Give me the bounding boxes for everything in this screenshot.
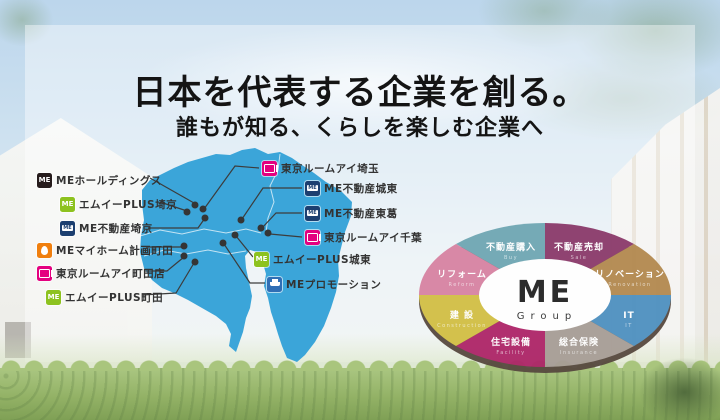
- bush-bottom-right: [624, 346, 720, 420]
- map-label-meplus-machida: ME エムイーPLUS町田: [46, 289, 164, 305]
- segment-sublabel-insurance: Insurance: [560, 350, 598, 356]
- map-label-me-promotion: MEプロモーション: [267, 276, 381, 292]
- map-label-me-holdings: ME MEホールディングス: [37, 172, 162, 188]
- map-label-roomai-chiba: 東京ルームアイ千葉: [305, 229, 422, 245]
- segment-sublabel-reform: Reform: [449, 282, 476, 288]
- segment-label-facility: 住宅設備: [491, 336, 531, 348]
- segment-sublabel-buy: Buy: [504, 255, 518, 261]
- prefecture-border-north: [139, 228, 262, 237]
- segment-sublabel-sale: Sale: [571, 255, 588, 261]
- segment-label-buy: 不動産購入: [486, 241, 536, 253]
- segment-sublabel-renovation: Renovation: [608, 282, 651, 288]
- me-fudosan-logo-icon: ME: [60, 220, 75, 236]
- flame-icon: [37, 242, 52, 258]
- map-label-mefudosan-saikyo: ME ME不動産埼京: [60, 220, 153, 236]
- segment-label-construction: 建 設: [450, 309, 474, 321]
- segment-label-insurance: 総合保険: [559, 336, 599, 348]
- map-label-myhome-machida: MEマイホーム計画町田: [37, 242, 173, 258]
- segment-sublabel-construction: Construction: [437, 323, 487, 329]
- me-fudosan-logo-icon: ME: [305, 205, 320, 221]
- map-label-mefudosan-tokatsu: ME ME不動産東葛: [305, 205, 398, 221]
- segment-label-renovation: リノベーション: [595, 269, 665, 280]
- hedge-foreground: [0, 359, 720, 420]
- me-plus-logo-icon: ME: [46, 289, 61, 305]
- map-label-roomai-machida: 東京ルームアイ町田店: [37, 265, 165, 281]
- me-fudosan-logo-icon: ME: [305, 180, 320, 196]
- tv-icon: [262, 160, 278, 176]
- me-plus-logo-icon: ME: [254, 251, 269, 267]
- ship-icon: [267, 276, 282, 292]
- tv-icon: [305, 229, 321, 245]
- tv-icon: [37, 265, 53, 281]
- segment-sublabel-facility: Facility: [496, 350, 525, 356]
- map-label-roomai-saitama: 東京ルームアイ埼玉: [262, 160, 379, 176]
- segment-label-it: IT: [623, 311, 635, 321]
- me-plus-logo-icon: ME: [60, 196, 75, 212]
- tree-foliage-top-left: [0, 0, 76, 68]
- me-group-logo-sub: Group: [517, 311, 577, 322]
- group-center-circle: [479, 259, 611, 331]
- page-subtitle: 誰もが知る、くらしを楽しむ企業へ: [175, 116, 544, 142]
- map-label-meplus-saikyo: ME エムイーPLUS埼京: [60, 196, 178, 212]
- headline-glow: [110, 20, 630, 150]
- me-holdings-logo-icon: ME: [37, 172, 52, 188]
- segment-sublabel-it: IT: [625, 323, 633, 329]
- page-title: 日本を代表する企業を創る。: [132, 72, 588, 113]
- segment-label-sale: 不動産売却: [554, 241, 604, 253]
- map-label-mefudosan-joto: ME ME不動産城東: [305, 180, 398, 196]
- map-label-meplus-joto: ME エムイーPLUS城東: [254, 251, 372, 267]
- segment-label-reform: リフォーム: [437, 269, 487, 280]
- me-group-diagram: 不動産購入 Buy 不動産売却 Sale リノベーション Renovation …: [418, 222, 671, 373]
- me-group-logo: ME: [517, 275, 573, 310]
